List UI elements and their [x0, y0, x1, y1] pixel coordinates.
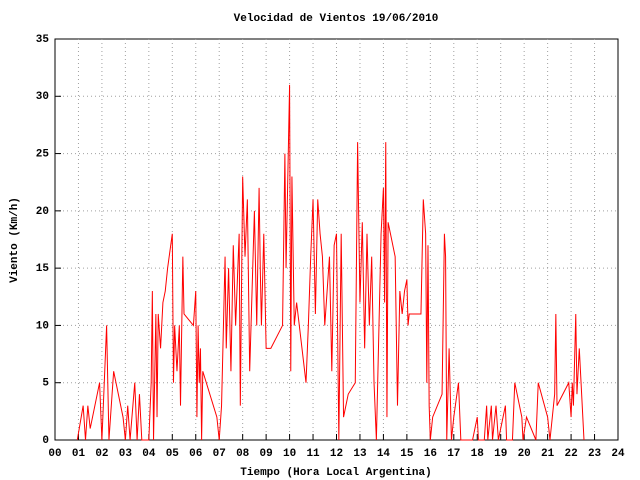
x-tick-label: 20 [518, 448, 531, 460]
chart-title: Velocidad de Vientos 19/06/2010 [234, 13, 439, 25]
x-tick-label: 13 [353, 448, 367, 460]
x-tick-label: 18 [471, 448, 485, 460]
y-tick-label: 20 [36, 206, 49, 218]
y-tick-label: 35 [36, 34, 50, 46]
y-axis-label: Viento (Km/h) [9, 197, 21, 283]
x-tick-label: 00 [48, 448, 61, 460]
x-tick-label: 14 [377, 448, 391, 460]
x-axis-label: Tiempo (Hora Local Argentina) [240, 467, 431, 479]
x-tick-label: 16 [424, 448, 437, 460]
x-tick-label: 19 [494, 448, 507, 460]
y-tick-label: 10 [36, 320, 49, 332]
data-line [76, 84, 585, 441]
x-tick-label: 09 [260, 448, 273, 460]
x-tick-label: 04 [142, 448, 156, 460]
x-tick-label: 05 [166, 448, 180, 460]
x-tick-label: 11 [306, 448, 320, 460]
x-tick-label: 12 [330, 448, 343, 460]
x-tick-label: 24 [611, 448, 625, 460]
x-tick-label: 01 [72, 448, 86, 460]
x-tick-label: 08 [236, 448, 250, 460]
x-tick-label: 22 [564, 448, 577, 460]
x-tick-label: 06 [189, 448, 202, 460]
x-tick-label: 03 [119, 448, 133, 460]
x-tick-label: 23 [588, 448, 602, 460]
x-tick-label: 10 [283, 448, 296, 460]
x-tick-label: 17 [447, 448, 460, 460]
y-tick-label: 5 [42, 378, 49, 390]
y-tick-label: 25 [36, 148, 50, 160]
y-tick-label: 30 [36, 91, 49, 103]
x-tick-label: 21 [541, 448, 555, 460]
x-tick-label: 07 [213, 448, 226, 460]
y-tick-label: 15 [36, 263, 50, 275]
x-tick-label: 15 [400, 448, 414, 460]
x-tick-label: 02 [95, 448, 108, 460]
y-tick-label: 0 [42, 435, 49, 447]
